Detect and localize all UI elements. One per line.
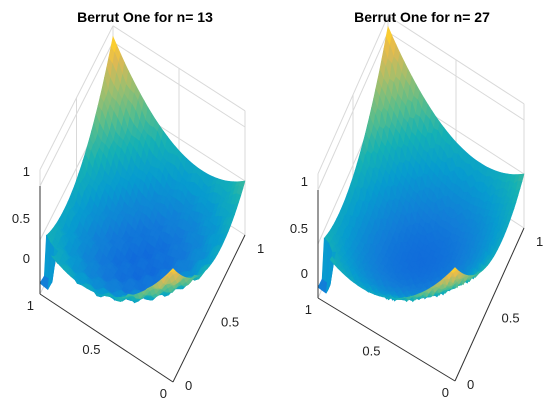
x-tick-label: 0.5 <box>362 344 380 359</box>
chart-title: Berrut One for n= 27 <box>354 9 490 25</box>
y-tick-label: 0.5 <box>502 311 520 326</box>
x-tick-label: 1 <box>27 298 34 313</box>
y-tick-label: 0.5 <box>221 315 239 330</box>
surface-plot-1: Berrut One for n= 13 1 0.5 0 1 0.5 0 0 0.5 1 <box>12 9 264 401</box>
chart-title: Berrut One for n= 13 <box>77 9 213 25</box>
y-tick-label: 0 <box>467 377 474 392</box>
y-tick-label: 0 <box>185 378 192 393</box>
z-tick-label: 1 <box>23 164 30 179</box>
x-tick-label: 0.5 <box>82 342 100 357</box>
x-tick-label: 1 <box>305 302 312 317</box>
z-tick-label: 0 <box>23 251 30 266</box>
x-axis-line <box>318 298 455 381</box>
z-tick-label: 1 <box>301 174 308 189</box>
x-tick-label: 0 <box>442 385 449 400</box>
z-tick-label: 0.5 <box>12 211 30 226</box>
y-tick-label: 1 <box>257 241 264 256</box>
z-tick-label: 0 <box>301 266 308 281</box>
y-tick-label: 1 <box>536 234 543 249</box>
surface-mesh <box>40 37 245 303</box>
x-tick-label: 0 <box>160 386 167 401</box>
x-axis-line <box>40 294 173 382</box>
surface-mesh <box>318 27 524 302</box>
z-tick-label: 0.5 <box>290 221 308 236</box>
surface-plot-2: Berrut One for n= 27 1 0.5 0 1 0.5 0 0 0.5 1 <box>290 9 543 400</box>
